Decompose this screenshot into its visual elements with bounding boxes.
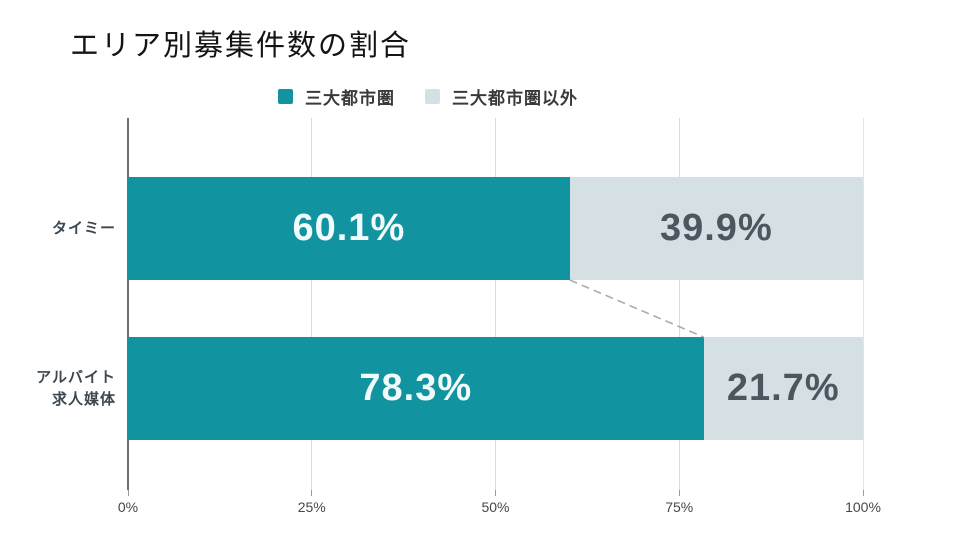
- legend-item-metro: 三大都市圏: [278, 84, 395, 109]
- bar-row-1: 78.3% 21.7%: [128, 337, 863, 440]
- x-tick-label-0%: 0%: [117, 499, 139, 515]
- x-tick-100%: [862, 490, 864, 496]
- category-label-1: アルバイト 求人媒体: [36, 368, 116, 408]
- x-tick-label-25%: 25%: [297, 499, 326, 515]
- chart-title: エリア別募集件数の割合: [70, 30, 412, 62]
- legend: 三大都市圏 三大都市圏以外: [278, 84, 578, 109]
- legend-label-metro: 三大都市圏: [305, 89, 395, 108]
- x-tick-label-75%: 75%: [665, 499, 694, 515]
- category-label-0: タイミー: [51, 219, 116, 237]
- bar-row-0: 60.1% 39.9%: [128, 177, 863, 280]
- x-tick-25%: [311, 490, 313, 496]
- x-tick-label-50%: 50%: [481, 499, 510, 515]
- bar-segment-non-metro-1: 21.7%: [703, 337, 863, 440]
- gridline-25%: [311, 118, 313, 490]
- value-label-metro-0: 60.1%: [292, 207, 406, 249]
- x-tick-75%: [678, 490, 680, 496]
- bar-segment-metro-0: 60.1%: [128, 177, 570, 280]
- value-label-metro-1: 78.3%: [359, 367, 473, 409]
- legend-label-non-metro: 三大都市圏以外: [452, 89, 578, 108]
- legend-swatch-metro: [278, 89, 293, 104]
- x-tick-50%: [495, 490, 496, 496]
- y-axis-line: [127, 118, 129, 490]
- x-tick-0%: [127, 490, 129, 496]
- gridline-50%: [495, 118, 496, 490]
- value-label-non-metro-0: 39.9%: [659, 207, 773, 249]
- legend-item-non-metro: 三大都市圏以外: [425, 84, 578, 109]
- gridline-100%: [862, 118, 864, 490]
- bar-segment-metro-1: 78.3%: [128, 337, 704, 440]
- legend-swatch-non-metro: [425, 89, 440, 104]
- value-label-non-metro-1: 21.7%: [726, 367, 840, 409]
- bar-segment-non-metro-0: 39.9%: [569, 177, 863, 280]
- x-tick-label-100%: 100%: [845, 499, 881, 515]
- plot-area: 60.1% 39.9% 78.3% 21.7%: [127, 118, 864, 496]
